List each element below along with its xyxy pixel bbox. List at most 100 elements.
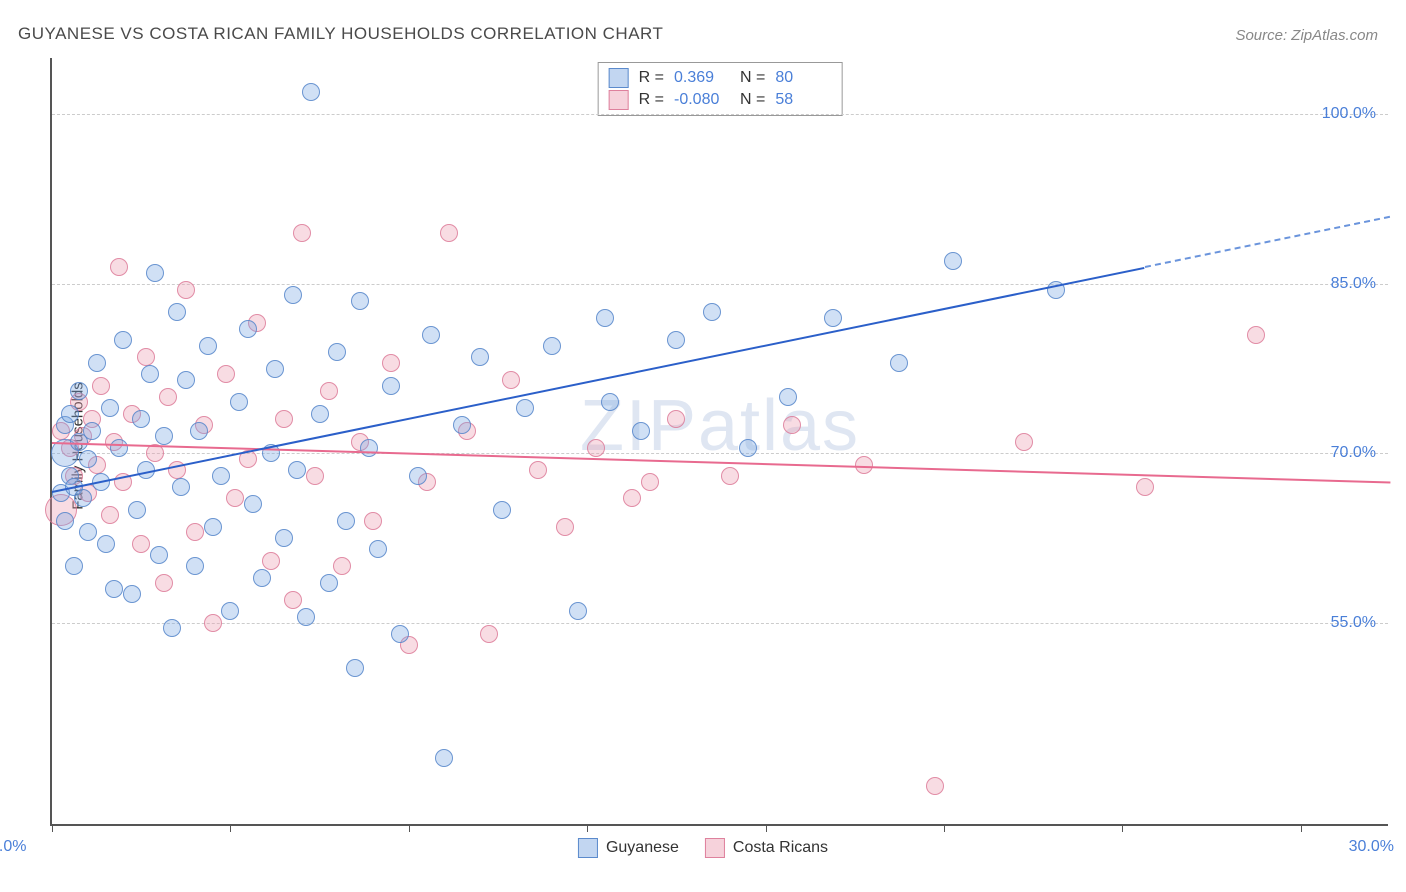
legend-n-value-blue: 80 xyxy=(775,69,831,87)
data-point-blue xyxy=(199,337,217,355)
data-point-blue xyxy=(409,467,427,485)
legend-r-label: R = xyxy=(639,69,664,87)
y-tick-label: 100.0% xyxy=(1322,105,1376,123)
legend-bottom: Guyanese Costa Ricans xyxy=(578,838,828,858)
data-point-blue xyxy=(230,393,248,411)
data-point-blue xyxy=(824,309,842,327)
data-point-blue xyxy=(351,292,369,310)
data-point-blue xyxy=(61,405,79,423)
data-point-blue xyxy=(391,625,409,643)
data-point-pink xyxy=(480,625,498,643)
data-point-blue xyxy=(253,569,271,587)
data-point-blue xyxy=(944,252,962,270)
data-point-pink xyxy=(529,461,547,479)
data-point-blue xyxy=(150,546,168,564)
data-point-pink xyxy=(333,557,351,575)
data-point-pink xyxy=(275,410,293,428)
data-point-pink xyxy=(320,382,338,400)
data-point-pink xyxy=(364,512,382,530)
x-tick xyxy=(409,824,410,832)
data-point-blue xyxy=(212,467,230,485)
legend-n-value-pink: 58 xyxy=(775,91,831,109)
data-point-blue xyxy=(288,461,306,479)
data-point-blue xyxy=(346,659,364,677)
data-point-blue xyxy=(123,585,141,603)
data-point-pink xyxy=(623,489,641,507)
data-point-blue xyxy=(337,512,355,530)
data-point-blue xyxy=(543,337,561,355)
data-point-pink xyxy=(440,224,458,242)
data-point-blue xyxy=(88,354,106,372)
data-point-blue xyxy=(302,83,320,101)
data-point-pink xyxy=(926,777,944,795)
data-point-pink xyxy=(137,348,155,366)
legend-label-pink: Costa Ricans xyxy=(733,839,828,857)
data-point-blue xyxy=(632,422,650,440)
data-point-pink xyxy=(204,614,222,632)
data-point-blue xyxy=(79,450,97,468)
data-point-blue xyxy=(79,523,97,541)
legend-top-row-blue: R = 0.369 N = 80 xyxy=(609,67,832,89)
data-point-pink xyxy=(1136,478,1154,496)
x-axis-end-label: 30.0% xyxy=(1349,838,1394,856)
data-point-pink xyxy=(306,467,324,485)
data-point-blue xyxy=(128,501,146,519)
x-tick xyxy=(766,824,767,832)
data-point-blue xyxy=(471,348,489,366)
data-point-blue xyxy=(382,377,400,395)
data-point-pink xyxy=(556,518,574,536)
legend-swatch-pink-icon xyxy=(705,838,725,858)
data-point-pink xyxy=(186,523,204,541)
data-point-blue xyxy=(739,439,757,457)
data-point-blue xyxy=(779,388,797,406)
x-tick xyxy=(52,824,53,832)
gridline-h xyxy=(52,623,1388,624)
data-point-blue xyxy=(172,478,190,496)
data-point-blue xyxy=(146,264,164,282)
legend-r-value-blue: 0.369 xyxy=(674,69,730,87)
legend-r-label: R = xyxy=(639,91,664,109)
data-point-blue xyxy=(422,326,440,344)
legend-swatch-blue-icon xyxy=(609,68,629,88)
data-point-blue xyxy=(667,331,685,349)
data-point-pink xyxy=(382,354,400,372)
data-point-blue xyxy=(101,399,119,417)
data-point-pink xyxy=(101,506,119,524)
data-point-blue xyxy=(297,608,315,626)
data-point-blue xyxy=(369,540,387,558)
data-point-blue xyxy=(74,489,92,507)
x-tick xyxy=(1122,824,1123,832)
data-point-pink xyxy=(783,416,801,434)
data-point-blue xyxy=(190,422,208,440)
data-point-blue xyxy=(168,303,186,321)
data-point-blue xyxy=(132,410,150,428)
data-point-blue xyxy=(275,529,293,547)
data-point-blue xyxy=(569,602,587,620)
legend-r-value-pink: -0.080 xyxy=(674,91,730,109)
source-text: Source: ZipAtlas.com xyxy=(1235,27,1378,44)
legend-top: R = 0.369 N = 80 R = -0.080 N = 58 xyxy=(598,62,843,116)
data-point-blue xyxy=(155,427,173,445)
gridline-h xyxy=(52,114,1388,115)
data-point-blue xyxy=(244,495,262,513)
data-point-pink xyxy=(155,574,173,592)
data-point-blue xyxy=(56,512,74,530)
gridline-h xyxy=(52,284,1388,285)
data-point-pink xyxy=(217,365,235,383)
data-point-blue xyxy=(221,602,239,620)
data-point-pink xyxy=(502,371,520,389)
data-point-blue xyxy=(186,557,204,575)
data-point-blue xyxy=(239,320,257,338)
x-axis-start-label: 0.0% xyxy=(0,838,26,856)
data-point-blue xyxy=(266,360,284,378)
data-point-blue xyxy=(360,439,378,457)
data-point-blue xyxy=(453,416,471,434)
data-point-pink xyxy=(1015,433,1033,451)
y-tick-label: 85.0% xyxy=(1331,275,1376,293)
data-point-blue xyxy=(70,382,88,400)
legend-top-row-pink: R = -0.080 N = 58 xyxy=(609,89,832,111)
data-point-blue xyxy=(596,309,614,327)
data-point-blue xyxy=(284,286,302,304)
data-point-blue xyxy=(435,749,453,767)
legend-bottom-item-pink: Costa Ricans xyxy=(705,838,828,858)
